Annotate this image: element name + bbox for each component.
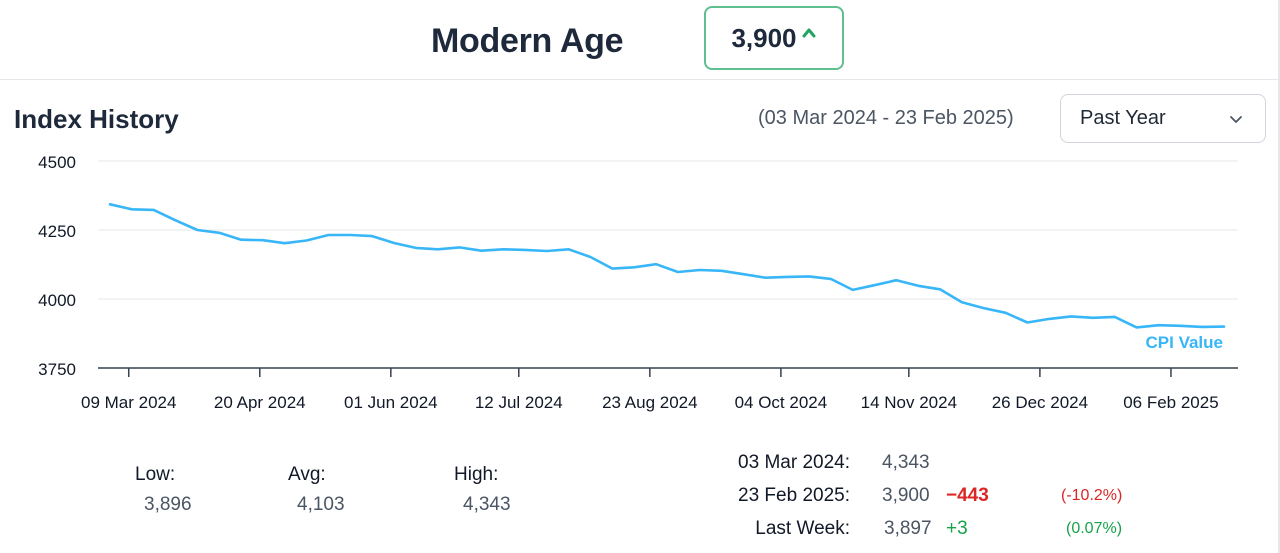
end-value: 3,900	[882, 485, 930, 506]
chevron-down-icon	[1230, 116, 1242, 123]
date-range-label: (03 Mar 2024 - 23 Feb 2025)	[758, 107, 1014, 129]
avg-label: Avg:	[288, 464, 326, 485]
end-change: −443	[946, 485, 989, 506]
y-tick-label: 3750	[38, 360, 76, 379]
end-date-label: 23 Feb 2025:	[738, 485, 850, 506]
last-week-value: 3,897	[884, 518, 932, 539]
period-select-value: Past Year	[1080, 107, 1166, 129]
x-tick-label: 06 Feb 2025	[1123, 393, 1218, 412]
series-label: CPI Value	[1146, 333, 1223, 352]
y-tick-label: 4500	[38, 153, 76, 172]
high-value: 4,343	[463, 494, 511, 515]
x-tick-label: 12 Jul 2024	[475, 393, 563, 412]
x-tick-label: 09 Mar 2024	[81, 393, 176, 412]
x-tick-label: 20 Apr 2024	[214, 393, 306, 412]
chevron-up-icon	[802, 28, 816, 38]
x-tick-label: 01 Jun 2024	[344, 393, 438, 412]
last-week-label: Last Week:	[755, 518, 850, 539]
section-title: Index History	[14, 104, 179, 134]
series-line-cpi-value	[108, 203, 1226, 329]
current-value-badge: 3,900	[704, 6, 844, 70]
page-title: Modern Age	[431, 22, 624, 60]
last-week-change: +3	[946, 518, 968, 539]
start-value: 4,343	[882, 452, 930, 473]
y-tick-label: 4000	[38, 291, 76, 310]
x-tick-label: 26 Dec 2024	[992, 393, 1088, 412]
period-select[interactable]: Past Year	[1060, 94, 1266, 143]
last-week-change-percent: (0.07%)	[1066, 520, 1123, 537]
index-history-chart: 4500 4250 4000 3750 09 Mar 2024 20 Apr 2024 01…	[38, 153, 1238, 412]
low-label: Low:	[135, 464, 176, 485]
start-date-label: 03 Mar 2024:	[738, 452, 850, 473]
x-tick-label: 23 Aug 2024	[602, 393, 697, 412]
high-label: High:	[454, 464, 499, 485]
avg-value: 4,103	[297, 494, 345, 515]
x-tick-label: 04 Oct 2024	[735, 393, 828, 412]
x-tick-label: 14 Nov 2024	[861, 393, 957, 412]
right-divider	[1278, 0, 1280, 553]
y-tick-label: 4250	[38, 222, 76, 241]
current-value: 3,900	[731, 22, 797, 53]
low-value: 3,896	[144, 494, 192, 515]
header-bar: Modern Age 3,900	[0, 0, 1280, 80]
end-change-percent: (-10.2%)	[1061, 487, 1123, 504]
